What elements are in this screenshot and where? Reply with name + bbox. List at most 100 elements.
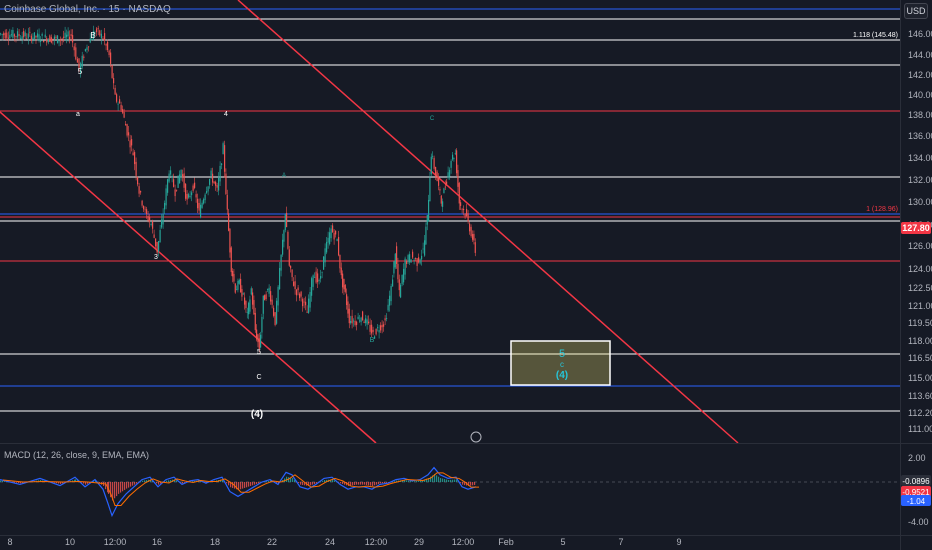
candle	[171, 174, 173, 183]
macd-histogram-bar	[434, 474, 436, 482]
candle	[323, 255, 325, 270]
symbol-title[interactable]: Coinbase Global, Inc. · 15 · NASDAQ	[4, 4, 171, 15]
candle	[1, 33, 3, 41]
alert-icon[interactable]	[470, 431, 482, 443]
macd-histogram-bar	[180, 482, 182, 483]
macd-histogram-bar	[340, 482, 342, 484]
candle	[245, 300, 247, 313]
candle	[174, 184, 176, 202]
candle	[283, 229, 285, 248]
macd-histogram-bar	[130, 482, 132, 487]
macd-histogram-bar	[258, 482, 260, 484]
candle	[403, 263, 405, 286]
macd-histogram-bar	[146, 480, 148, 482]
target-zone-box[interactable]: 5c(4)	[510, 340, 611, 386]
candle	[383, 321, 385, 332]
macd-histogram-bar	[230, 482, 232, 488]
candle	[4, 29, 6, 40]
candle	[340, 262, 342, 279]
candle	[41, 32, 43, 42]
macd-histogram-bar	[308, 482, 310, 486]
price-tick-label: 140.00	[908, 90, 932, 100]
candle	[123, 108, 125, 119]
macd-histogram-bar	[422, 480, 424, 482]
candle	[458, 181, 460, 210]
candle	[89, 32, 91, 44]
candle	[348, 303, 350, 329]
candle	[183, 167, 185, 193]
candle	[218, 172, 220, 196]
currency-badge[interactable]: USD	[904, 3, 928, 19]
candle	[300, 290, 302, 302]
candle	[302, 297, 304, 312]
wave-label: C	[256, 374, 261, 381]
macd-histogram-bar	[60, 482, 62, 484]
pane-divider[interactable]	[0, 443, 932, 444]
macd-histogram-bar	[20, 482, 22, 484]
macd-histogram-bar	[324, 480, 326, 482]
candle	[324, 243, 326, 267]
channel-upper-line[interactable]	[237, 0, 739, 444]
candle	[282, 233, 284, 257]
candle	[287, 230, 289, 250]
channel-lower-line[interactable]	[0, 111, 377, 444]
candle	[200, 198, 202, 219]
macd-histogram-bar	[270, 480, 272, 482]
macd-histogram-bar	[344, 482, 346, 485]
price-axis[interactable]: 146.00 144.00 142.00 140.00 138.00 136.00 134.…	[901, 29, 932, 434]
macd-histogram-bar	[56, 482, 58, 484]
macd-histogram-bar	[18, 482, 20, 484]
time-axis[interactable]: 8 10 12:00 16 18 22 24 12:00 29 12:00 Feb 5 7 9	[7, 537, 681, 547]
candle	[469, 221, 471, 235]
candle	[419, 258, 421, 265]
macd-histogram-bar	[128, 482, 130, 488]
time-tick-label: 24	[325, 537, 335, 547]
candle	[91, 36, 93, 41]
macd-histogram-bar	[338, 482, 340, 483]
candle	[30, 33, 32, 44]
macd-histogram-bar	[134, 482, 136, 485]
candle	[80, 61, 82, 78]
candle	[351, 309, 353, 329]
macd-histogram-bar	[250, 482, 252, 486]
macd-value-label: -0.9521	[902, 488, 930, 497]
candle	[378, 324, 380, 339]
candle	[192, 183, 194, 193]
candle	[100, 29, 102, 45]
macd-histogram-bar	[156, 482, 158, 484]
macd-histogram-bar	[200, 481, 202, 482]
candle	[76, 56, 78, 63]
macd-indicator-title[interactable]: MACD (12, 26, close, 9, EMA, EMA)	[4, 450, 150, 460]
candle	[24, 29, 26, 40]
time-scale-border	[0, 535, 932, 536]
candle	[350, 315, 352, 325]
candle	[38, 28, 40, 43]
candle	[250, 286, 252, 296]
macd-histogram-bar	[292, 478, 294, 482]
macd-histogram-bar	[410, 481, 412, 482]
candle	[472, 230, 474, 242]
candle	[88, 46, 90, 52]
candle	[195, 190, 197, 203]
macd-histogram-bar	[244, 482, 246, 488]
macd-histogram-bar	[122, 482, 124, 492]
candle	[238, 278, 240, 285]
candle	[412, 249, 414, 259]
candle	[116, 92, 118, 104]
macd-histogram-bar	[126, 482, 128, 489]
time-tick-label: 8	[7, 537, 12, 547]
candle	[253, 295, 255, 315]
macd-histogram-bar	[176, 480, 178, 482]
macd-histogram-bar	[454, 479, 456, 482]
candle	[53, 34, 56, 46]
target-zone-rect[interactable]	[510, 340, 611, 386]
macd-value-tag	[901, 486, 931, 497]
macd-histogram-bar	[406, 480, 408, 482]
candle	[338, 230, 340, 257]
candle	[161, 213, 163, 229]
candle	[260, 331, 262, 349]
candle	[179, 170, 181, 184]
candle	[16, 28, 19, 39]
candle	[50, 34, 52, 44]
